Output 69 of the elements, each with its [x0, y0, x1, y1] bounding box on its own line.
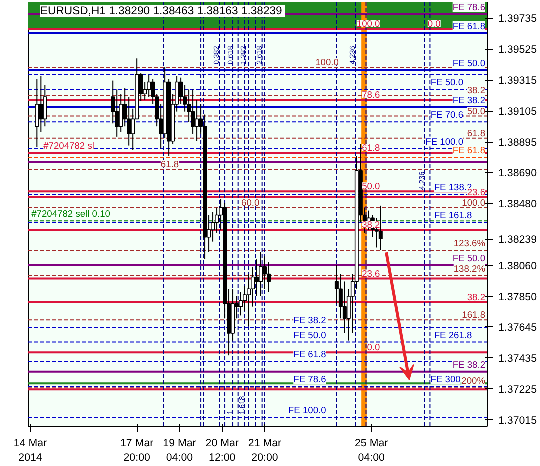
y-tick-label: 1.38480	[498, 198, 538, 210]
annotation: FE 100.0	[426, 136, 464, 147]
annotation: FE 38.2	[452, 95, 486, 106]
x-tick-label: 20 Mar 12:00	[206, 438, 240, 464]
annotation: 100.0	[316, 58, 339, 68]
y-tick-label: 1.37225	[498, 384, 538, 396]
annotation: FE 78.6	[294, 374, 326, 385]
annotation: 50.0	[467, 106, 486, 116]
y-tick-label: 1.38239	[498, 234, 538, 246]
annotation: 78.6	[362, 90, 380, 100]
annotation: 138.2%	[454, 264, 486, 274]
candlestick	[255, 259, 259, 297]
y-tick-label: 1.37015	[498, 414, 538, 427]
annotation: 23.6	[362, 268, 380, 279]
annotation: 123.6%	[454, 238, 486, 249]
annotation: 0.0	[428, 19, 441, 30]
annotation: 161.8	[462, 310, 486, 320]
x-tick-label: 17 Mar 20:00	[120, 438, 154, 464]
candlestick	[259, 252, 263, 297]
y-tick-label: 1.39315	[498, 75, 538, 88]
y-tick-label: 1.38060	[498, 260, 538, 272]
x-tick-label: 19 Mar 04:00	[163, 438, 197, 464]
y-tick-label: 1.37645	[498, 322, 538, 334]
annotation: FE 261.8	[434, 330, 472, 340]
annotation: 61.8	[467, 128, 486, 138]
annotation: FE 161.8	[434, 210, 472, 221]
y-tick-label: 1.38690	[498, 167, 538, 180]
annotation: FE 100.0	[288, 406, 326, 416]
annotation: FE 50.0	[452, 253, 486, 264]
y-tick-label: 1.39105	[498, 106, 538, 118]
annotation: 38.2	[467, 86, 486, 96]
annotation: #7204782 sell 0.10	[32, 209, 110, 220]
candlestick	[378, 205, 383, 251]
y-tick-label: 1.38895	[498, 137, 538, 150]
candlestick	[195, 100, 200, 142]
annotation: 100.0	[356, 19, 380, 30]
annotation: FE 50.0	[294, 330, 326, 340]
annotation: FE 50.0	[452, 58, 486, 68]
annotation: FE 50.0	[430, 78, 464, 88]
annotation: FE 38.2	[294, 316, 326, 326]
annotation: #7204782 sl	[44, 141, 94, 152]
candlestick	[147, 74, 152, 98]
annotation: 61.8	[160, 159, 180, 170]
annotation: 60.0	[242, 198, 260, 208]
annotation: FE 300	[430, 374, 461, 385]
candlestick	[35, 78, 40, 148]
y-tick-label: 1.39735	[498, 13, 538, 26]
annotation: FE 78.6	[452, 2, 486, 12]
annotation: FE 61.8	[294, 349, 326, 360]
y-tick-label: 1.37435	[498, 352, 538, 365]
x-tick-label: 21 Mar 20:00	[248, 438, 282, 464]
annotation: 200%	[462, 376, 486, 386]
annotation: 50.0	[362, 182, 380, 192]
annotation: 38.2	[467, 292, 486, 302]
y-tick-label: 1.37850	[498, 291, 538, 304]
y-tick-label: 1.39525	[498, 44, 538, 56]
annotation: FE 38.2	[452, 360, 486, 370]
candlestick	[262, 256, 267, 290]
annotation: 100.0	[462, 198, 486, 208]
annotation: 61.8	[362, 143, 380, 154]
annotation: 38.2	[362, 220, 380, 230]
annotation: FE 61.8	[452, 22, 486, 32]
x-tick-label: 25 Mar 04:00	[355, 438, 389, 464]
annotation: 0.0	[367, 342, 380, 353]
x-tick-label: 14 Mar 2014	[14, 438, 48, 464]
annotation: FE 61.8	[452, 146, 486, 156]
candlestick	[39, 76, 44, 134]
annotation: FE 70.6	[430, 110, 464, 120]
chart-title: EURUSD,H1 1.38290 1.38463 1.38163 1.38239	[40, 6, 282, 18]
